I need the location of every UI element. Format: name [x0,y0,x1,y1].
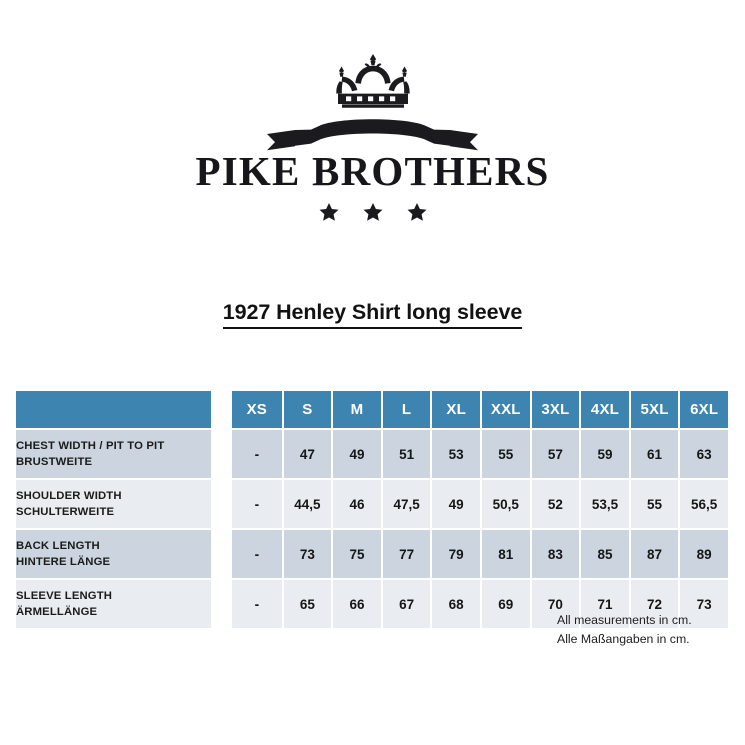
row-label-chest-width: CHEST WIDTH / PIT TO PIT BRUSTWEITE [16,430,212,478]
row-label-en: SLEEVE LENGTH [16,589,113,602]
row-separator [16,478,728,480]
cell-back-6xl: 89 [678,530,728,578]
cell-chest-xxl: 55 [479,430,530,478]
row-label-de: HINTERE LÄNGE [16,556,111,568]
wordmark-text: PIKE BROTHERS [195,148,550,194]
cell-sleeve-6xl: 73 [678,580,728,628]
three-stars-icon [317,201,429,221]
size-chart-table-wrapper: XS S M L XL XXL 3XL 4XL 5XL 6XL CHEST WI… [16,391,728,628]
row-separator-bar [16,578,728,580]
cell-back-xxl: 81 [479,530,530,578]
cell-back-5xl: 87 [628,530,679,578]
row-separator-bar [16,528,728,530]
header-size-s: S [281,391,332,428]
row-label-en: CHEST WIDTH / PIT TO PIT [16,439,165,452]
header-size-l: L [380,391,431,428]
header-size-3xl: 3XL [529,391,580,428]
brand-logo: PIKE BROTHERS [0,0,745,221]
cell-sleeve-3xl: 70 [529,580,580,628]
header-label-cell [16,391,212,428]
cell-sleeve-xxl: 69 [479,580,530,628]
cell-chest-4xl: 59 [579,430,629,478]
cell-sleeve-5xl: 72 [628,580,679,628]
row-gap [211,530,233,578]
row-gap [211,480,233,528]
table-header-row: XS S M L XL XXL 3XL 4XL 5XL 6XL [16,391,728,428]
crown-icon [313,52,433,114]
ribbon-banner-icon [265,112,480,154]
header-size-m: M [331,391,381,428]
cell-shoulder-l: 47,5 [380,480,431,528]
cell-back-xs: - [232,530,282,578]
cell-back-l: 77 [380,530,431,578]
cell-shoulder-xl: 49 [430,480,480,528]
table-row: SHOULDER WIDTH SCHULTERWEITE - 44,5 46 4… [16,480,728,528]
cell-shoulder-xs: - [232,480,282,528]
page-title-row: 1927 Henley Shirt long sleeve [0,300,745,329]
row-separator-bar [16,478,728,480]
header-size-6xl: 6XL [678,391,728,428]
cell-chest-l: 51 [380,430,431,478]
cell-shoulder-4xl: 53,5 [579,480,629,528]
row-label-shoulder-width: SHOULDER WIDTH SCHULTERWEITE [16,480,212,528]
row-label-back-length: BACK LENGTH HINTERE LÄNGE [16,530,212,578]
row-label-de: ÄRMELLÄNGE [16,606,98,618]
cell-sleeve-xs: - [232,580,282,628]
header-size-xl: XL [430,391,480,428]
cell-chest-5xl: 61 [628,430,679,478]
row-label-en: SHOULDER WIDTH [16,489,122,502]
cell-sleeve-s: 65 [281,580,332,628]
table-row: BACK LENGTH HINTERE LÄNGE - 73 75 77 79 … [16,530,728,578]
cell-sleeve-m: 66 [331,580,381,628]
row-label-de: BRUSTWEITE [16,456,93,468]
row-label-de: SCHULTERWEITE [16,506,115,518]
cell-back-m: 75 [331,530,381,578]
cell-chest-3xl: 57 [529,430,580,478]
row-separator [16,528,728,530]
table-row: CHEST WIDTH / PIT TO PIT BRUSTWEITE - 47… [16,430,728,478]
cell-shoulder-m: 46 [331,480,381,528]
cell-shoulder-xxl: 50,5 [479,480,530,528]
cell-back-4xl: 85 [579,530,629,578]
row-label-sleeve-length: SLEEVE LENGTH ÄRMELLÄNGE [16,580,212,628]
cell-shoulder-3xl: 52 [529,480,580,528]
measurement-note: All measurements in cm. Alle Maßangaben … [557,611,727,648]
header-size-xs: XS [232,391,282,428]
table-row: SLEEVE LENGTH ÄRMELLÄNGE - 65 66 67 68 6… [16,580,728,628]
cell-chest-6xl: 63 [678,430,728,478]
row-gap [211,430,233,478]
measurement-note-de: Alle Maßangaben in cm. [557,631,690,646]
cell-shoulder-6xl: 56,5 [678,480,728,528]
row-gap [211,580,233,628]
cell-chest-m: 49 [331,430,381,478]
cell-back-3xl: 83 [529,530,580,578]
brand-wordmark: PIKE BROTHERS [196,151,550,192]
page-title: 1927 Henley Shirt long sleeve [222,300,522,329]
table-body: CHEST WIDTH / PIT TO PIT BRUSTWEITE - 47… [16,430,728,628]
cell-chest-xs: - [232,430,282,478]
cell-sleeve-l: 67 [380,580,431,628]
header-size-5xl: 5XL [628,391,679,428]
cell-back-xl: 79 [430,530,480,578]
header-size-4xl: 4XL [579,391,629,428]
cell-sleeve-4xl: 71 [579,580,629,628]
header-gap-cell [211,391,233,428]
header-size-xxl: XXL [479,391,530,428]
cell-sleeve-xl: 68 [430,580,480,628]
size-chart-table: XS S M L XL XXL 3XL 4XL 5XL 6XL CHEST WI… [16,391,728,628]
cell-chest-xl: 53 [430,430,480,478]
cell-back-s: 73 [281,530,332,578]
header-separator-row [16,428,728,430]
cell-chest-s: 47 [281,430,332,478]
header-separator [16,428,728,430]
cell-shoulder-5xl: 55 [628,480,679,528]
row-separator [16,578,728,580]
measurement-note-en: All measurements in cm. [557,613,692,627]
row-label-en: BACK LENGTH [16,539,100,552]
cell-shoulder-s: 44,5 [281,480,332,528]
